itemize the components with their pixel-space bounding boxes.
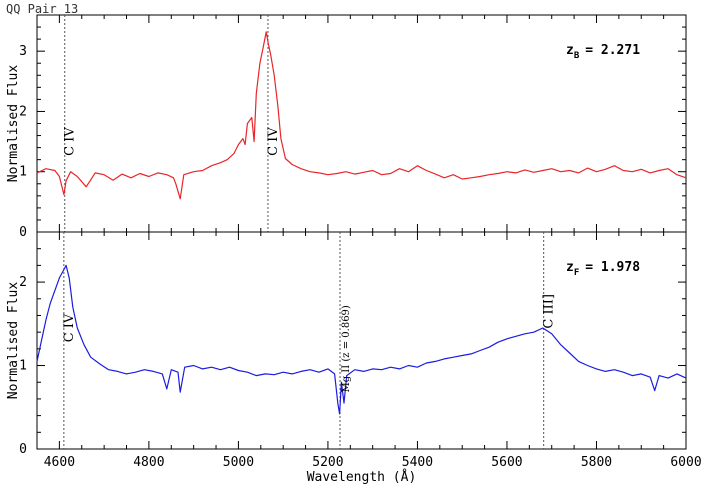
x-tick-label: 6000	[670, 455, 701, 470]
bottom-panel: 0 1 2 4600 4800 5000 5200 5400 5600 5800 6000 Norma…	[6, 231, 702, 485]
y-tick-label: 1	[19, 359, 27, 374]
x-tick-label: 5800	[581, 455, 612, 470]
emission-line-label: C IV	[62, 313, 77, 342]
y-tick-label: 2	[19, 275, 27, 290]
x-tick-label: 5400	[402, 455, 433, 470]
y-axis-label: Normalised Flux	[6, 282, 21, 400]
y-tick-label: 1	[19, 165, 27, 180]
spectrum-line	[36, 264, 687, 415]
emission-line-label: C IV	[63, 127, 78, 156]
plot-frame	[36, 231, 687, 450]
y-tick-label: 0	[19, 442, 27, 457]
x-tick-label: 4800	[133, 455, 164, 470]
redshift-label: zF = 1.978	[566, 260, 640, 278]
spectrum-line	[36, 31, 687, 200]
x-tick-label: 5000	[223, 455, 254, 470]
redshift-label: zB = 2.271	[566, 43, 640, 61]
y-tick-label: 2	[19, 104, 27, 119]
figure-title: QQ Pair 13	[6, 2, 78, 16]
x-tick-label: 5600	[491, 455, 522, 470]
y-axis-label: Normalised Flux	[6, 65, 21, 183]
emission-line-label: Mg II (z = 0.869)	[341, 305, 352, 392]
emission-line-label: C III]	[542, 294, 557, 329]
x-tick-label: 5200	[312, 455, 343, 470]
y-tick-label: 0	[19, 225, 27, 240]
y-tick-label: 3	[19, 44, 27, 59]
emission-line-label: C IV	[266, 127, 281, 156]
x-axis-label: Wavelength (Å)	[307, 469, 417, 485]
top-panel: 0 1 2 3 Normalised Flux C IV C IV zB = 2.271	[6, 14, 687, 240]
x-tick-label: 4600	[44, 455, 75, 470]
